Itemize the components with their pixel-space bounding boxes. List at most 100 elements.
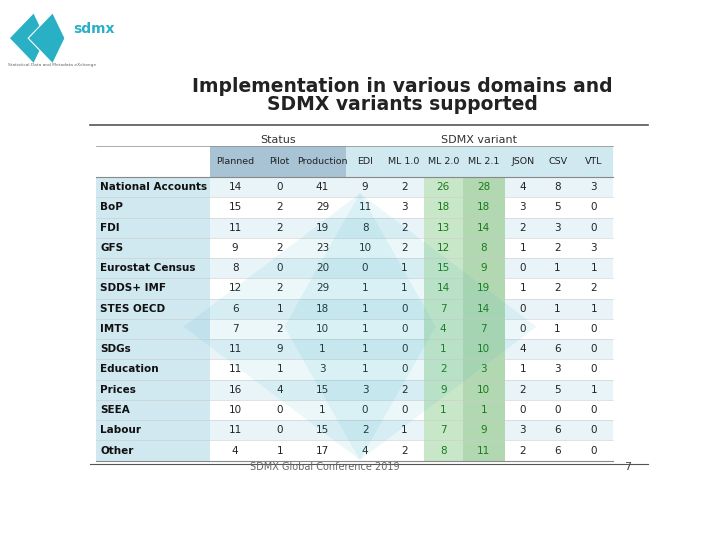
Text: 4: 4	[519, 344, 526, 354]
Text: 4: 4	[232, 446, 238, 456]
Text: 14: 14	[477, 303, 490, 314]
Text: 14: 14	[228, 182, 242, 192]
Bar	[96, 278, 210, 299]
Text: 2: 2	[519, 446, 526, 456]
Text: 2: 2	[401, 182, 408, 192]
Bar	[575, 380, 613, 400]
Text: SDDS+ IMF: SDDS+ IMF	[100, 284, 166, 293]
Bar	[575, 339, 613, 359]
Text: 0: 0	[401, 344, 408, 354]
Bar	[300, 339, 346, 359]
Text: 2: 2	[276, 243, 283, 253]
Text: 18: 18	[436, 202, 450, 212]
Text: 0: 0	[276, 263, 283, 273]
Bar	[541, 299, 575, 319]
Bar	[463, 380, 505, 400]
Bar	[575, 197, 613, 218]
Bar	[346, 319, 384, 339]
Bar	[463, 278, 505, 299]
Text: 1: 1	[276, 303, 283, 314]
Text: 26: 26	[436, 182, 450, 192]
Bar	[423, 218, 463, 238]
Text: 0: 0	[554, 405, 561, 415]
Text: 7: 7	[480, 324, 487, 334]
Text: 1: 1	[401, 284, 408, 293]
Text: 18: 18	[316, 303, 329, 314]
Text: 17: 17	[316, 446, 329, 456]
Bar	[384, 197, 423, 218]
Bar	[505, 380, 541, 400]
Bar	[505, 359, 541, 380]
Bar	[346, 420, 384, 441]
Bar	[384, 420, 423, 441]
Bar	[423, 258, 463, 278]
Text: 2: 2	[554, 243, 561, 253]
Text: 4: 4	[440, 324, 446, 334]
Text: 2: 2	[401, 222, 408, 233]
Text: 0: 0	[590, 202, 597, 212]
Text: 3: 3	[401, 202, 408, 212]
Text: 5: 5	[554, 384, 561, 395]
Polygon shape	[9, 12, 46, 64]
Bar	[300, 218, 346, 238]
Text: 7: 7	[440, 426, 446, 435]
Bar	[346, 380, 384, 400]
Polygon shape	[184, 193, 436, 460]
Bar	[384, 299, 423, 319]
Bar	[346, 441, 384, 461]
Bar	[384, 359, 423, 380]
Bar	[463, 339, 505, 359]
Text: 1: 1	[401, 426, 408, 435]
Text: 1: 1	[361, 284, 369, 293]
Text: 10: 10	[359, 243, 372, 253]
Text: Implementation in various domains and: Implementation in various domains and	[192, 77, 613, 96]
Bar	[96, 359, 210, 380]
Bar	[300, 400, 346, 420]
Bar	[575, 218, 613, 238]
Text: Pilot: Pilot	[269, 157, 290, 166]
Bar	[260, 218, 300, 238]
Bar	[210, 197, 260, 218]
Bar	[505, 218, 541, 238]
Text: 10: 10	[316, 324, 329, 334]
Bar	[346, 218, 384, 238]
Text: 11: 11	[228, 426, 242, 435]
Bar	[384, 258, 423, 278]
Text: 1: 1	[401, 263, 408, 273]
Text: SDMX variants supported: SDMX variants supported	[267, 94, 538, 114]
Text: 9: 9	[480, 426, 487, 435]
Bar	[423, 420, 463, 441]
Bar	[541, 319, 575, 339]
Bar	[260, 359, 300, 380]
Bar	[346, 197, 384, 218]
Bar	[96, 299, 210, 319]
Text: Planned: Planned	[216, 157, 254, 166]
Text: VTL: VTL	[585, 157, 603, 166]
Text: 1: 1	[519, 364, 526, 375]
Bar	[541, 420, 575, 441]
Text: 11: 11	[228, 344, 242, 354]
Text: 3: 3	[554, 222, 561, 233]
Bar	[575, 238, 613, 258]
Bar	[541, 380, 575, 400]
Text: 41: 41	[316, 182, 329, 192]
Text: 7: 7	[624, 462, 631, 472]
Bar	[384, 441, 423, 461]
Text: 2: 2	[276, 202, 283, 212]
Bar	[260, 238, 300, 258]
Bar	[300, 258, 346, 278]
Text: 1: 1	[440, 405, 446, 415]
Bar	[505, 420, 541, 441]
Text: 2: 2	[519, 384, 526, 395]
Text: 0: 0	[519, 303, 526, 314]
Text: Production: Production	[297, 157, 348, 166]
Text: 1: 1	[590, 303, 597, 314]
Text: 8: 8	[232, 263, 238, 273]
Bar	[384, 339, 423, 359]
Text: 10: 10	[477, 344, 490, 354]
Text: 3: 3	[590, 182, 597, 192]
Bar	[260, 197, 300, 218]
Text: Eurostat Census: Eurostat Census	[100, 263, 196, 273]
Bar	[505, 278, 541, 299]
Text: 6: 6	[554, 426, 561, 435]
